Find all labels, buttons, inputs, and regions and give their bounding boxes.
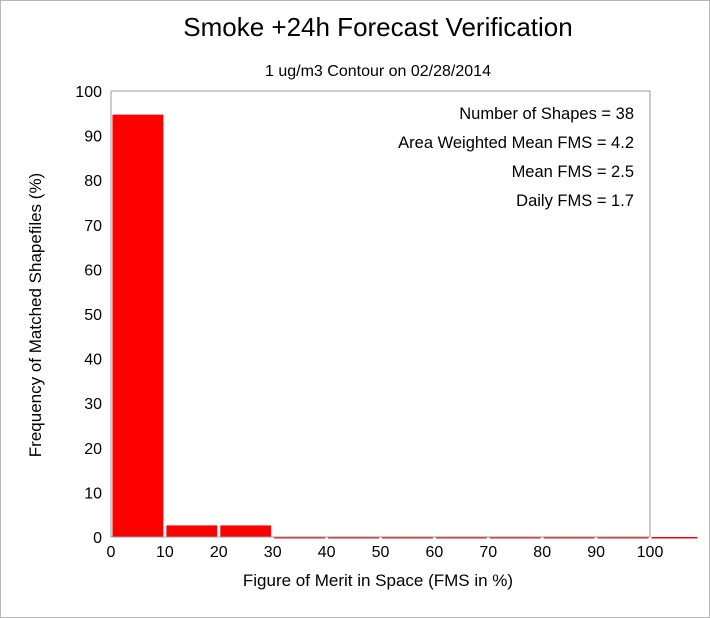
y-tick-label: 10 xyxy=(84,485,102,502)
y-tick-label: 50 xyxy=(84,307,102,324)
x-axis-label: Figure of Merit in Space (FMS in %) xyxy=(243,571,513,590)
chart-title: Smoke +24h Forecast Verification xyxy=(183,12,572,42)
histogram-bar-3 xyxy=(274,537,326,539)
x-tick-label: 20 xyxy=(210,544,228,561)
histogram-bar-1 xyxy=(166,525,218,537)
axes-group xyxy=(110,90,651,538)
stat-annotation: Daily FMS = 1.7 xyxy=(516,192,634,210)
histogram-bar-10 xyxy=(651,537,698,539)
stat-annotation: Number of Shapes = 38 xyxy=(459,105,634,123)
histogram-bar-9 xyxy=(597,537,649,539)
histogram-bar-2 xyxy=(220,525,272,537)
y-tick-label: 70 xyxy=(84,218,102,235)
x-tick-label: 50 xyxy=(372,544,390,561)
chart-subtitle: 1 ug/m3 Contour on 02/28/2014 xyxy=(265,63,491,80)
x-tick-label: 30 xyxy=(264,544,282,561)
histogram-bar-0 xyxy=(112,114,164,537)
y-tick-label: 0 xyxy=(93,530,102,547)
y-tick-label: 60 xyxy=(84,262,102,279)
stat-annotation: Mean FMS = 2.5 xyxy=(512,163,634,181)
x-tick-label: 80 xyxy=(533,544,551,561)
histogram-bar-6 xyxy=(435,537,487,539)
histogram-bar-7 xyxy=(489,537,541,539)
x-tick-label: 60 xyxy=(426,544,444,561)
x-tick-label: 0 xyxy=(107,544,116,561)
y-tick-label: 20 xyxy=(84,441,102,458)
ticks-group: 0 10 20 30 40 50 60 70 80 90 100 0 10 20 30 40 50 60 70 80 9… xyxy=(75,84,663,561)
histogram-bar-8 xyxy=(543,537,595,539)
y-tick-label: 40 xyxy=(84,352,102,369)
x-tick-label: 90 xyxy=(587,544,605,561)
bars-group xyxy=(112,114,698,539)
stats-group: Number of Shapes = 38 Area Weighted Mean … xyxy=(398,105,634,210)
y-tick-label: 100 xyxy=(75,84,102,101)
x-tick-label: 70 xyxy=(479,544,497,561)
y-axis-label: Frequency of Matched Shapefiles (%) xyxy=(26,173,45,457)
y-tick-label: 80 xyxy=(84,173,102,190)
x-tick-label: 40 xyxy=(318,544,336,561)
y-tick-label: 90 xyxy=(84,129,102,146)
stat-annotation: Area Weighted Mean FMS = 4.2 xyxy=(398,134,634,152)
y-tick-label: 30 xyxy=(84,396,102,413)
x-tick-label: 10 xyxy=(156,544,174,561)
histogram-bar-4 xyxy=(328,537,379,539)
histogram-bar-5 xyxy=(382,537,433,539)
x-tick-label: 100 xyxy=(637,544,664,561)
